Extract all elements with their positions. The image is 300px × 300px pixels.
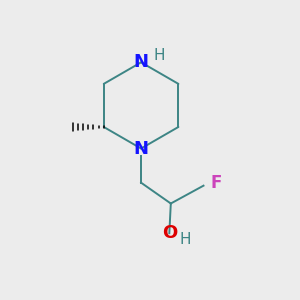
Text: O: O xyxy=(162,224,177,242)
Text: N: N xyxy=(134,140,148,158)
Text: H: H xyxy=(154,48,165,63)
Text: N: N xyxy=(134,53,148,71)
Text: H: H xyxy=(179,232,190,247)
Text: F: F xyxy=(210,174,222,192)
